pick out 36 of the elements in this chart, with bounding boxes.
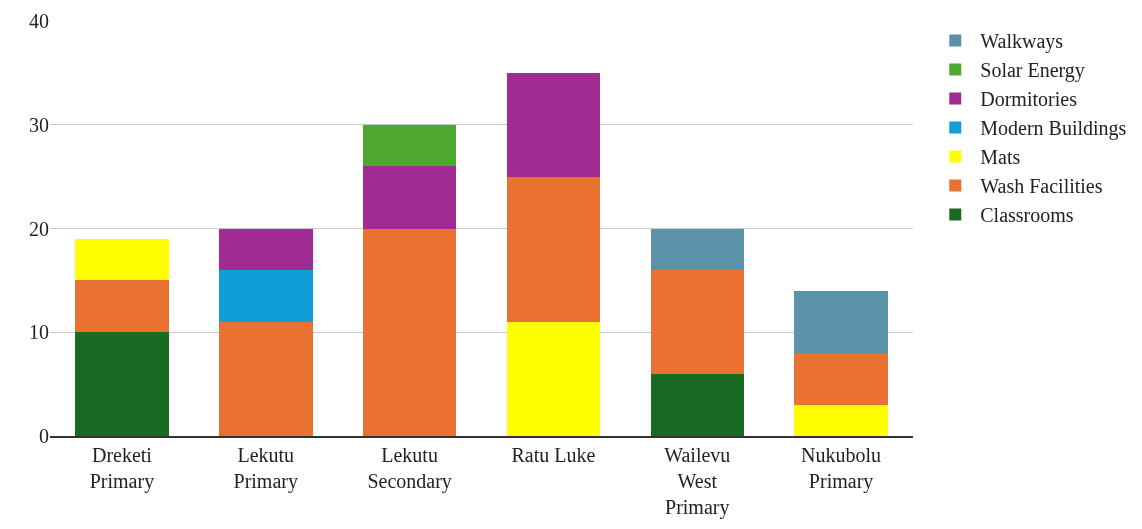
- x-tick-label: Lekutu Secondary: [367, 444, 452, 493]
- x-tick-label: Ratu Luke: [511, 444, 596, 466]
- bar: [506, 176, 601, 322]
- y-tick-label: 10: [29, 321, 49, 344]
- x-tick-label: Dreketi Primary: [89, 444, 155, 493]
- bar: [219, 228, 313, 270]
- bar: [362, 228, 457, 436]
- bar: [650, 373, 744, 436]
- bar: [794, 404, 888, 436]
- bar: [219, 321, 313, 436]
- legend-label: Classrooms: [980, 204, 1074, 227]
- y-tick-label: 30: [29, 113, 49, 136]
- legend-label: Modern Buildings: [980, 117, 1127, 141]
- y-tick-label: 0: [39, 425, 49, 447]
- bar: [650, 270, 744, 374]
- bar: [794, 290, 888, 353]
- legend-label: Solar Energy: [980, 59, 1085, 83]
- x-tick-label: Lekutu Primary: [233, 444, 298, 493]
- bar: [506, 72, 601, 177]
- bar: [362, 166, 457, 229]
- y-tick-label: 40: [29, 10, 49, 32]
- y-tick-label: 20: [29, 217, 49, 240]
- x-tick-label: Nukubolu Primary: [801, 444, 882, 493]
- bar: [219, 270, 313, 322]
- bar: [362, 124, 457, 167]
- bar: [75, 280, 169, 333]
- bar: [506, 321, 601, 436]
- x-tick-label: Wailevu West Primary: [664, 444, 731, 519]
- bar: [650, 228, 744, 270]
- legend-label: Walkways: [980, 30, 1064, 54]
- bar: [794, 353, 888, 405]
- legend-label: Wash Facilities: [980, 175, 1103, 198]
- bar: [75, 238, 169, 281]
- bar: [75, 332, 169, 436]
- legend-label: Mats: [980, 146, 1021, 169]
- legend-label: Dormitories: [980, 88, 1078, 111]
